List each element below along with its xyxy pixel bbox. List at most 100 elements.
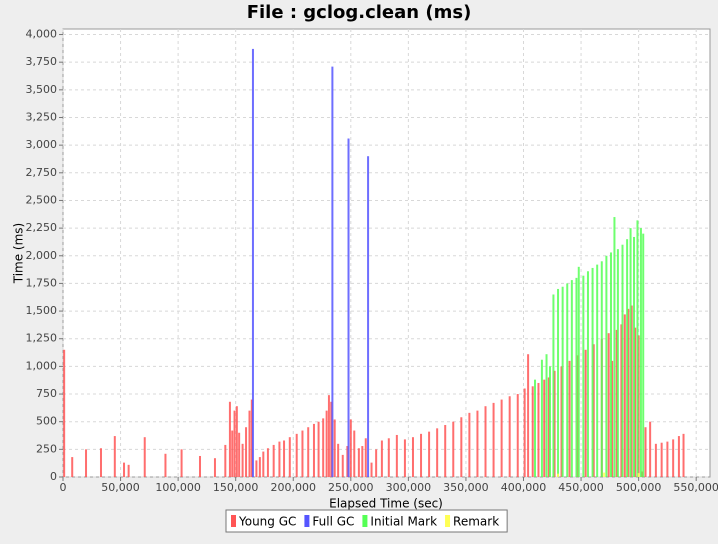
- y-tick-label: 500: [36, 415, 57, 428]
- bar: [591, 267, 594, 477]
- bar: [584, 349, 587, 477]
- bar: [346, 446, 349, 477]
- legend-label: Remark: [453, 515, 499, 529]
- bar: [644, 427, 647, 477]
- bar: [605, 255, 608, 477]
- y-tick-label: 250: [36, 442, 57, 455]
- legend: Young GC Full GC Initial Mark Remark: [225, 509, 508, 533]
- bar: [231, 430, 234, 477]
- bar: [660, 442, 663, 477]
- bar: [278, 441, 281, 477]
- bar: [85, 449, 88, 477]
- bar: [250, 399, 253, 477]
- bar: [460, 417, 463, 477]
- legend-label: Initial Mark: [370, 515, 437, 529]
- bar: [403, 439, 406, 477]
- bar: [641, 471, 644, 477]
- bar: [364, 438, 367, 477]
- bar: [649, 421, 652, 477]
- bar: [586, 271, 589, 477]
- x-tick-label: 100,000: [155, 481, 201, 494]
- bar: [258, 457, 261, 477]
- bar: [508, 396, 511, 477]
- bar: [609, 252, 612, 477]
- y-tick-label: 1,500: [26, 304, 58, 317]
- bar: [633, 236, 636, 477]
- y-tick-label: 2,250: [26, 221, 58, 234]
- chart-title: File : gclog.clean (ms): [247, 2, 472, 23]
- bar: [233, 410, 236, 477]
- bar: [552, 294, 555, 477]
- bar: [180, 449, 183, 477]
- bar: [570, 280, 573, 477]
- bar: [642, 233, 645, 477]
- legend-label: Full GC: [312, 515, 354, 529]
- bar: [492, 402, 495, 477]
- bar: [540, 359, 543, 477]
- bar: [557, 473, 560, 477]
- bar: [198, 455, 201, 477]
- bar: [666, 441, 669, 477]
- bar: [592, 344, 595, 477]
- bar: [568, 360, 571, 477]
- bar: [547, 377, 550, 477]
- bar: [283, 440, 286, 477]
- bar: [224, 444, 227, 477]
- axes: 0 250 500 750 1,000 1,250 1,500 1,750 2,000 2,250…: [26, 28, 718, 494]
- bar: [620, 324, 623, 477]
- bar: [677, 436, 680, 477]
- bar: [262, 451, 265, 477]
- x-tick-label: 350,000: [443, 481, 489, 494]
- bar: [288, 437, 291, 477]
- bar: [607, 333, 610, 477]
- x-tick-label: 400,000: [501, 481, 547, 494]
- y-axis-label: Time (ms): [12, 223, 26, 285]
- y-tick-label: 4,000: [26, 28, 58, 41]
- bar: [333, 419, 336, 477]
- bar: [468, 412, 471, 477]
- bar: [600, 261, 603, 477]
- bar: [603, 472, 606, 477]
- bar: [629, 228, 632, 477]
- bar: [543, 379, 546, 477]
- bar: [370, 462, 373, 477]
- bar: [654, 443, 657, 477]
- legend-swatch: [304, 515, 310, 527]
- y-tick-label: 2,500: [26, 193, 58, 206]
- bar: [582, 275, 585, 477]
- bar: [616, 249, 619, 477]
- bar: [127, 464, 130, 477]
- bar: [545, 354, 548, 477]
- bar: [626, 239, 629, 477]
- bar: [411, 437, 414, 477]
- bar: [241, 443, 244, 477]
- bar: [228, 401, 231, 477]
- bar: [444, 425, 447, 477]
- bar: [357, 448, 360, 477]
- x-tick-label: 450,000: [558, 481, 604, 494]
- bar: [623, 314, 626, 477]
- marks: [63, 48, 685, 478]
- bar: [523, 388, 526, 477]
- legend-swatch: [231, 515, 236, 527]
- x-tick-label: 0: [60, 481, 67, 494]
- bar: [164, 453, 167, 477]
- legend-label: Young GC: [238, 515, 296, 529]
- x-tick-label: 150,000: [213, 481, 259, 494]
- y-tick-label: 1,750: [26, 276, 58, 289]
- bar: [436, 428, 439, 477]
- bar: [248, 410, 251, 477]
- bar: [361, 446, 364, 477]
- x-tick-label: 550,000: [673, 481, 718, 494]
- bar: [527, 354, 530, 477]
- bar: [337, 443, 340, 477]
- bar: [627, 308, 630, 477]
- bar: [331, 66, 334, 478]
- bar: [534, 379, 537, 477]
- bar: [307, 427, 310, 477]
- bar: [576, 355, 579, 477]
- bar: [99, 448, 102, 477]
- bar: [367, 156, 370, 477]
